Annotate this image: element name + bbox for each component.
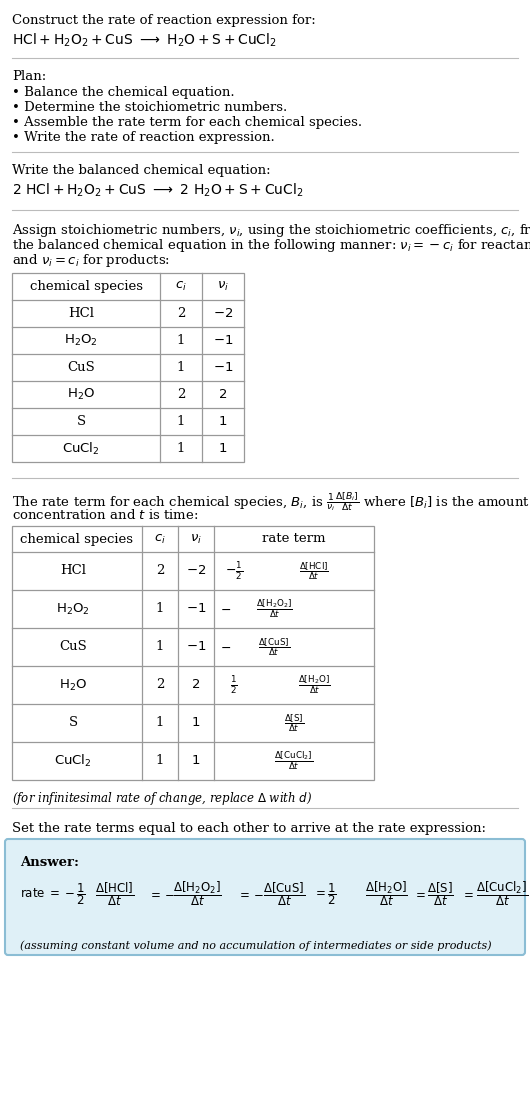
Text: $-$: $-$ <box>220 640 232 654</box>
Text: $\dfrac{\Delta[\mathrm{HCl}]}{\Delta t}$: $\dfrac{\Delta[\mathrm{HCl}]}{\Delta t}$ <box>95 880 135 907</box>
Text: • Assemble the rate term for each chemical species.: • Assemble the rate term for each chemic… <box>12 116 362 129</box>
Text: $-1$: $-1$ <box>186 640 206 654</box>
Text: $\dfrac{\Delta[\mathrm{CuS}]}{\Delta t}$: $\dfrac{\Delta[\mathrm{CuS}]}{\Delta t}$ <box>263 880 305 907</box>
Text: $\mathrm{H_2O_2}$: $\mathrm{H_2O_2}$ <box>56 602 90 616</box>
Text: S: S <box>76 416 85 428</box>
Text: $1$: $1$ <box>191 717 201 729</box>
Text: $\frac{\Delta[\mathrm{CuS}]}{\Delta t}$: $\frac{\Delta[\mathrm{CuS}]}{\Delta t}$ <box>258 636 290 658</box>
Text: $-$: $-$ <box>220 603 232 616</box>
Text: 1: 1 <box>156 717 164 729</box>
Text: $-2$: $-2$ <box>186 564 206 577</box>
Text: chemical species: chemical species <box>21 533 134 545</box>
Text: $\dfrac{\Delta[\mathrm{CuCl_2}]}{\Delta t}$: $\dfrac{\Delta[\mathrm{CuCl_2}]}{\Delta … <box>476 880 528 909</box>
Text: HCl: HCl <box>60 564 86 577</box>
Text: 2: 2 <box>156 564 164 577</box>
Text: $\frac{\Delta[\mathrm{H_2O_2}]}{\Delta t}$: $\frac{\Delta[\mathrm{H_2O_2}]}{\Delta t… <box>255 597 293 620</box>
Text: $-1$: $-1$ <box>186 603 206 616</box>
Text: chemical species: chemical species <box>30 280 143 293</box>
Text: (assuming constant volume and no accumulation of intermediates or side products): (assuming constant volume and no accumul… <box>20 940 492 951</box>
Text: $\dfrac{\Delta[\mathrm{H_2O_2}]}{\Delta t}$: $\dfrac{\Delta[\mathrm{H_2O_2}]}{\Delta … <box>173 880 222 909</box>
Text: 2: 2 <box>177 307 185 320</box>
Text: (for infinitesimal rate of change, replace $\Delta$ with $d$): (for infinitesimal rate of change, repla… <box>12 790 312 807</box>
Text: The rate term for each chemical species, $B_i$, is $\frac{1}{\nu_i}\frac{\Delta[: The rate term for each chemical species,… <box>12 490 530 513</box>
Text: $1$: $1$ <box>218 416 227 428</box>
Text: $2$: $2$ <box>218 388 227 401</box>
Text: 1: 1 <box>177 442 185 455</box>
Text: concentration and $t$ is time:: concentration and $t$ is time: <box>12 507 198 522</box>
Text: $\frac{\Delta[\mathrm{CuCl_2}]}{\Delta t}$: $\frac{\Delta[\mathrm{CuCl_2}]}{\Delta t… <box>275 750 314 772</box>
Text: $1$: $1$ <box>191 755 201 768</box>
Text: the balanced chemical equation in the following manner: $\nu_i = -c_i$ for react: the balanced chemical equation in the fo… <box>12 237 530 254</box>
Text: 1: 1 <box>156 755 164 768</box>
Text: 1: 1 <box>156 603 164 616</box>
Text: $\mathrm{2\ HCl + H_2O_2 + CuS\ \longrightarrow\ 2\ H_2O + S + CuCl_2}$: $\mathrm{2\ HCl + H_2O_2 + CuS\ \longrig… <box>12 182 304 199</box>
Text: $\dfrac{\Delta[\mathrm{H_2O}]}{\Delta t}$: $\dfrac{\Delta[\mathrm{H_2O}]}{\Delta t}… <box>365 880 408 909</box>
Text: $c_i$: $c_i$ <box>175 280 187 293</box>
Text: CuS: CuS <box>67 361 95 375</box>
Text: $\frac{1}{2}$: $\frac{1}{2}$ <box>230 674 238 696</box>
Text: $c_i$: $c_i$ <box>154 533 166 545</box>
Text: 2: 2 <box>156 678 164 691</box>
Text: rate term: rate term <box>262 533 326 545</box>
Text: • Determine the stoichiometric numbers.: • Determine the stoichiometric numbers. <box>12 101 287 114</box>
Text: $=$: $=$ <box>413 888 426 901</box>
Text: 1: 1 <box>177 416 185 428</box>
Text: HCl: HCl <box>68 307 94 320</box>
Text: Write the balanced chemical equation:: Write the balanced chemical equation: <box>12 164 271 177</box>
Text: 1: 1 <box>177 334 185 347</box>
Text: 1: 1 <box>156 640 164 654</box>
Text: $= \dfrac{1}{2}$: $= \dfrac{1}{2}$ <box>313 881 337 906</box>
Text: CuS: CuS <box>59 640 87 654</box>
Text: $-\frac{1}{2}$: $-\frac{1}{2}$ <box>225 560 243 582</box>
Text: • Write the rate of reaction expression.: • Write the rate of reaction expression. <box>12 131 275 144</box>
Text: $-2$: $-2$ <box>213 307 233 320</box>
Text: $=$: $=$ <box>461 888 474 901</box>
Text: S: S <box>68 717 77 729</box>
Text: $\mathrm{H_2O}$: $\mathrm{H_2O}$ <box>67 387 95 402</box>
Text: 1: 1 <box>177 361 185 375</box>
Text: 2: 2 <box>177 388 185 401</box>
Text: $= -$: $= -$ <box>148 888 175 901</box>
Text: $1$: $1$ <box>218 442 227 455</box>
Text: $\nu_i$: $\nu_i$ <box>217 280 229 293</box>
Text: $= -$: $= -$ <box>237 888 264 901</box>
Text: $\mathrm{H_2O}$: $\mathrm{H_2O}$ <box>59 677 87 692</box>
Text: rate $= -\dfrac{1}{2}$: rate $= -\dfrac{1}{2}$ <box>20 881 86 906</box>
Text: Set the rate terms equal to each other to arrive at the rate expression:: Set the rate terms equal to each other t… <box>12 822 486 835</box>
Text: $\mathrm{HCl + H_2O_2 + CuS\ \longrightarrow\ H_2O + S + CuCl_2}$: $\mathrm{HCl + H_2O_2 + CuS\ \longrighta… <box>12 32 277 50</box>
Text: $\nu_i$: $\nu_i$ <box>190 533 202 545</box>
Bar <box>12 526 374 780</box>
Text: Construct the rate of reaction expression for:: Construct the rate of reaction expressio… <box>12 14 316 27</box>
Text: $\frac{\Delta[\mathrm{H_2O}]}{\Delta t}$: $\frac{\Delta[\mathrm{H_2O}]}{\Delta t}$ <box>298 674 330 696</box>
Text: • Balance the chemical equation.: • Balance the chemical equation. <box>12 86 235 99</box>
Text: $\mathrm{CuCl_2}$: $\mathrm{CuCl_2}$ <box>54 753 92 769</box>
Text: $-1$: $-1$ <box>213 334 233 347</box>
Bar <box>12 273 244 462</box>
Text: $\frac{\Delta[\mathrm{HCl}]}{\Delta t}$: $\frac{\Delta[\mathrm{HCl}]}{\Delta t}$ <box>299 560 329 582</box>
FancyBboxPatch shape <box>5 839 525 955</box>
Text: and $\nu_i = c_i$ for products:: and $\nu_i = c_i$ for products: <box>12 252 170 269</box>
Text: $\frac{\Delta[\mathrm{S}]}{\Delta t}$: $\frac{\Delta[\mathrm{S}]}{\Delta t}$ <box>284 712 304 733</box>
Text: $2$: $2$ <box>191 678 200 691</box>
Text: Plan:: Plan: <box>12 70 46 83</box>
Text: $-1$: $-1$ <box>213 361 233 375</box>
Text: $\dfrac{\Delta[\mathrm{S}]}{\Delta t}$: $\dfrac{\Delta[\mathrm{S}]}{\Delta t}$ <box>427 880 454 907</box>
Text: $\mathrm{CuCl_2}$: $\mathrm{CuCl_2}$ <box>62 441 100 456</box>
Text: Assign stoichiometric numbers, $\nu_i$, using the stoichiometric coefficients, $: Assign stoichiometric numbers, $\nu_i$, … <box>12 222 530 239</box>
Text: $\mathrm{H_2O_2}$: $\mathrm{H_2O_2}$ <box>64 332 98 348</box>
Text: Answer:: Answer: <box>20 856 79 869</box>
